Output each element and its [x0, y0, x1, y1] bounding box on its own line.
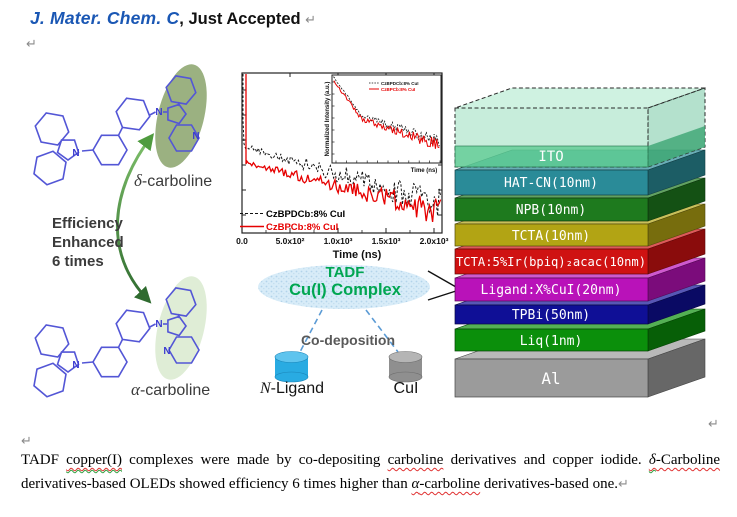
cui-label: CuI [393, 380, 419, 397]
layer-label-tpbi: TPBi(50nm) [512, 308, 590, 323]
n-italic: N [259, 380, 271, 397]
alpha-carboline-label: α-carboline [131, 380, 210, 400]
paragraph-mark: ↵ [305, 12, 316, 27]
tadf-label: TADF [325, 264, 365, 281]
molecule-structures: N N N N N N [33, 64, 207, 398]
caption-segment: TADF [21, 452, 67, 468]
inset-legend-entry: CzBPDCb:8% CuI [381, 81, 419, 86]
nitrogen-atom-label: N [155, 319, 162, 330]
nitrogen-atom-label: N [72, 360, 79, 371]
caption-segment: copper(I) [66, 452, 122, 468]
tadf-ellipse [258, 265, 430, 309]
callout-line-bottom [427, 290, 457, 301]
caption-segment: derivatives and copper iodide. [443, 452, 649, 468]
x-tick: 5.0x10² [276, 236, 305, 246]
title-line: J. Mater. Chem. C, Just Accepted ↵ [30, 8, 316, 29]
oled-device-stack: ITO HAT-CN(10nm) NPB(10nm) TCTA(10nm) TC… [454, 87, 706, 398]
layer-label-npb: NPB(10nm) [516, 203, 586, 218]
codeposition-scheme [258, 265, 457, 383]
paragraph-mark: ↵ [21, 433, 32, 448]
alpha-carboline-text: -carboline [139, 382, 211, 399]
nitrogen-atom-label: N [192, 131, 199, 142]
x-tick: 2.0x10³ [420, 236, 449, 246]
journal-title: J. Mater. Chem. C [30, 8, 180, 28]
efficiency-arrow [116, 133, 155, 304]
caption-segment: -Carboline [655, 452, 721, 468]
x-tick: 1.5x10³ [372, 236, 401, 246]
inset-y-label: Normalized Intensity (a.u.) [325, 82, 331, 157]
stack-layer-shapes [454, 87, 706, 398]
ligand-cylinder [274, 351, 309, 383]
x-tick: 0.0 [236, 236, 248, 246]
callout-line-top [427, 270, 457, 288]
title-suffix: , Just Accepted [179, 10, 301, 28]
caption-segment: δ [648, 452, 656, 468]
molecule-bonds [33, 64, 207, 398]
caption-segment: complexes were made by co-depositing [121, 452, 388, 468]
cui-complex-label: Cu(I) Complex [289, 281, 401, 299]
abstract-caption: TADF copper(I) complexes were made by co… [21, 448, 720, 496]
efficiency-line1: Efficiency [52, 215, 123, 232]
layer-label-al: Al [541, 369, 560, 388]
codeposition-label: Co-deposition [300, 332, 396, 348]
caption-segment: carboline [387, 452, 444, 468]
caption-segment: derivatives-based OLEDs showed efficienc… [21, 476, 412, 492]
delta-symbol: δ [134, 171, 142, 190]
paragraph-mark: ↵ [26, 36, 37, 51]
caption-segment: α [411, 476, 420, 492]
efficiency-line3: 6 times [52, 253, 104, 270]
dashed-connector-right [365, 309, 399, 353]
delta-carboline-text: -carboline [141, 173, 213, 190]
x-tick: 1.0x10³ [324, 236, 353, 246]
caption-segment: -carboline [419, 476, 481, 492]
layer-label-hatcn: HAT-CN(10nm) [504, 176, 598, 191]
paragraph-mark: ↵ [708, 416, 719, 431]
layer-label-ito: ITO [538, 149, 563, 165]
layer-label-eml: TCTA:5%Ir(bpiq)₂acac(10nm) [456, 255, 646, 269]
nitrogen-atom-label: N [163, 346, 170, 357]
caption-segment: derivatives-based one. [480, 476, 619, 492]
layer-label-liq: Liq(1nm) [520, 334, 583, 349]
inset-x-label: Time (ns) [411, 168, 438, 174]
paragraph-mark: ↵ [618, 476, 629, 491]
inset-legend-entry: CzBPCb:8% CuI [381, 87, 415, 92]
legend-entry: CzBPDCb:8% CuI [266, 209, 345, 220]
x-axis-label: Time (ns) [333, 249, 382, 261]
dashed-connector-left [299, 309, 323, 353]
layer-label-tcta: TCTA(10nm) [512, 229, 590, 244]
alpha-symbol: α [131, 380, 140, 399]
efficiency-note: Efficiency Enhanced 6 times [52, 214, 124, 271]
layer-label-ligand-cui: Ligand:X%CuI(20nm) [481, 283, 622, 298]
delta-carboline-label: δ-carboline [134, 171, 212, 191]
ligand-text: -Ligand [270, 380, 325, 397]
nitrogen-atom-label: N [72, 148, 79, 159]
n-ligand-label: N-Ligand [244, 380, 340, 398]
cui-cylinder [388, 351, 423, 383]
plot-axes-and-curves [241, 72, 443, 234]
legend-entry: CzBPCb:8% CuI [266, 222, 338, 233]
pl-decay-plot: 0.0 5.0x10² 1.0x10³ 1.5x10³ 2.0x10³ Time… [236, 72, 449, 261]
efficiency-line2: Enhanced [52, 234, 124, 251]
nitrogen-atom-label: N [155, 107, 162, 118]
